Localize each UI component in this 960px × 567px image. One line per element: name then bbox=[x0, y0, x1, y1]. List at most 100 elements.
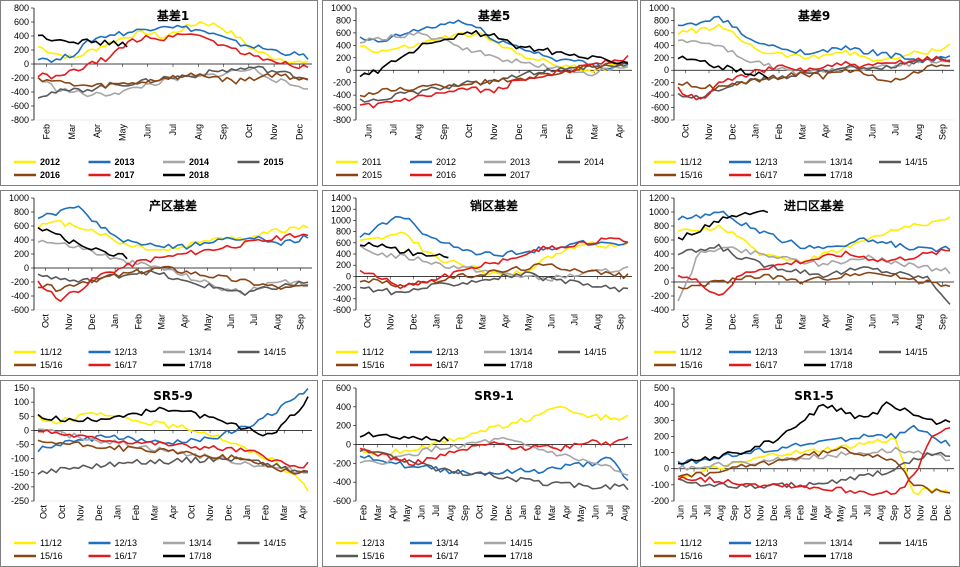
legend-label: 15/16 bbox=[680, 360, 703, 370]
legend-label: 12/13 bbox=[755, 347, 778, 357]
legend-label: 2015 bbox=[362, 170, 382, 180]
y-tick-label: 600 bbox=[654, 235, 669, 245]
y-tick-label: -200 bbox=[11, 482, 29, 492]
y-tick-label: 400 bbox=[336, 40, 351, 50]
x-tick-label: Jun bbox=[416, 505, 426, 520]
series-line-2012 bbox=[37, 20, 309, 64]
y-tick-label: -250 bbox=[11, 496, 29, 506]
x-tick-label: Aug bbox=[876, 505, 886, 521]
y-tick-label: -800 bbox=[651, 115, 669, 125]
y-tick-label: 500 bbox=[654, 383, 669, 393]
x-tick-label: Dec bbox=[504, 505, 514, 522]
chart-panel-import: -400 -200 0 200 400 600 800 1000 1200 Oct Nov Dec Ja… bbox=[640, 190, 960, 376]
x-tick-label: Jul bbox=[605, 505, 615, 517]
legend-label: 15/16 bbox=[680, 170, 703, 180]
x-tick-label: Sep bbox=[219, 124, 229, 140]
legend-label: 2014 bbox=[584, 157, 604, 167]
legend-label: 2017 bbox=[115, 170, 135, 180]
x-tick-label: Mar bbox=[797, 124, 807, 140]
series-line-12-13 bbox=[677, 210, 951, 253]
x-tick-label: Sep bbox=[889, 505, 899, 521]
series-line-14-15 bbox=[359, 271, 629, 296]
y-tick-label: 50 bbox=[19, 411, 29, 421]
y-tick-label: -600 bbox=[333, 496, 351, 506]
x-tick-label: Jul bbox=[702, 505, 712, 517]
y-tick-label: 400 bbox=[654, 40, 669, 50]
x-tick-label: May bbox=[402, 505, 412, 523]
series-line-16-17 bbox=[677, 248, 951, 296]
legend-label: 15/16 bbox=[40, 360, 63, 370]
legend-label: 2013 bbox=[510, 157, 530, 167]
x-tick-label: Jul bbox=[862, 505, 872, 517]
x-tick-label: Aug bbox=[914, 124, 924, 140]
series-line-17-18 bbox=[677, 209, 769, 241]
x-tick-label: Jan bbox=[112, 505, 122, 520]
series-line-12-13 bbox=[359, 215, 629, 258]
series-line-13-14 bbox=[677, 39, 950, 76]
legend-label: 15/16 bbox=[362, 551, 385, 561]
legend-label: 2018 bbox=[189, 170, 209, 180]
series-line-13-14 bbox=[677, 246, 951, 302]
legend-label: 17/18 bbox=[510, 551, 533, 561]
x-tick-label: Aug bbox=[445, 505, 455, 521]
x-tick-label: Feb bbox=[564, 124, 574, 140]
x-tick-label: Mar bbox=[67, 124, 77, 140]
legend-label: 16/17 bbox=[755, 360, 778, 370]
series-line-2017 bbox=[37, 32, 309, 80]
series-line-15-16 bbox=[37, 439, 309, 475]
y-tick-label: 1000 bbox=[649, 207, 669, 217]
series-line-17-18 bbox=[359, 241, 449, 259]
y-tick-label: 400 bbox=[654, 399, 669, 409]
y-tick-label: -150 bbox=[11, 468, 29, 478]
x-tick-label: Oct bbox=[38, 505, 48, 520]
legend-label: 17/18 bbox=[830, 360, 853, 370]
x-tick-label: Apr bbox=[298, 505, 308, 519]
legend-label: 13/14 bbox=[830, 347, 853, 357]
x-tick-label: Dec bbox=[727, 314, 737, 331]
x-tick-label: Feb bbox=[533, 505, 543, 521]
x-tick-label: Mar bbox=[478, 314, 488, 330]
legend-label: 13/14 bbox=[189, 347, 212, 357]
legend-label: 17/18 bbox=[189, 551, 212, 561]
x-tick-label: Sep bbox=[295, 314, 305, 330]
x-tick-label: Jun bbox=[547, 314, 557, 329]
x-tick-label: Feb bbox=[796, 505, 806, 521]
y-tick-label: 200 bbox=[14, 249, 29, 259]
y-tick-label: -800 bbox=[11, 115, 29, 125]
x-tick-label: Apr bbox=[822, 505, 832, 519]
series-line-14-15 bbox=[37, 456, 309, 475]
series-line-13-14 bbox=[37, 239, 308, 296]
x-tick-label: Mar bbox=[809, 505, 819, 521]
x-tick-label: Oct bbox=[244, 124, 254, 139]
x-tick-label: Nov bbox=[704, 124, 714, 141]
y-tick-label: 1000 bbox=[331, 215, 351, 225]
x-tick-label: Jul bbox=[891, 124, 901, 136]
x-tick-label: Nov bbox=[704, 314, 714, 331]
series-line-14-15 bbox=[677, 243, 951, 305]
y-tick-label: 800 bbox=[14, 207, 29, 217]
legend-label: 13/14 bbox=[510, 347, 533, 357]
chart-svg-basis9: -800 -600 -400 -200 0 200 400 600 800 1000 Oct Nov D… bbox=[640, 0, 960, 186]
chart-title: SR1-5 bbox=[794, 389, 834, 403]
x-tick-label: Aug bbox=[620, 505, 630, 521]
series-line-13-14 bbox=[359, 454, 629, 482]
y-tick-label: 600 bbox=[654, 28, 669, 38]
x-tick-label: Jun bbox=[867, 124, 877, 139]
series-line-14-15 bbox=[37, 269, 309, 296]
x-tick-label: Mar bbox=[797, 314, 807, 330]
legend-label: 2011 bbox=[362, 157, 381, 167]
y-tick-label: 100 bbox=[14, 397, 29, 407]
x-tick-label: Sep bbox=[439, 124, 449, 140]
panel-border bbox=[322, 380, 638, 567]
x-tick-label: Jul bbox=[431, 505, 441, 517]
chart-title: 销区基差 bbox=[470, 198, 518, 213]
x-tick-label: Jun bbox=[689, 505, 699, 520]
x-tick-label: Jan bbox=[518, 505, 528, 520]
y-tick-label: -800 bbox=[333, 115, 351, 125]
series-line-2012 bbox=[359, 19, 629, 71]
legend-label: 14/15 bbox=[905, 157, 928, 167]
x-tick-label: Jan bbox=[782, 505, 792, 520]
x-tick-label: Aug bbox=[716, 505, 726, 521]
